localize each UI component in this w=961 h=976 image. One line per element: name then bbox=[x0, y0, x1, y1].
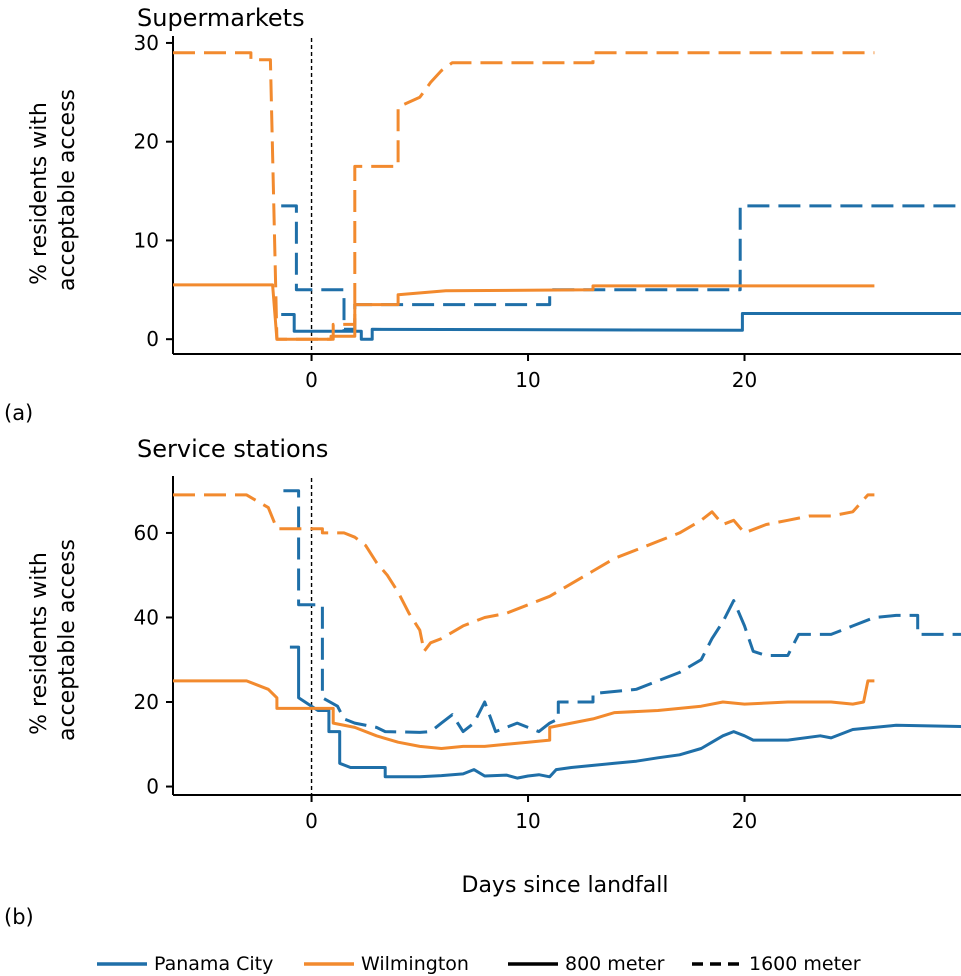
panel-a-ylabel: % residents with acceptable access bbox=[27, 89, 80, 291]
y-tick-label: 60 bbox=[134, 521, 159, 545]
panel-a-ylabel-line-2: acceptable access bbox=[55, 89, 80, 291]
x-tick-label: 0 bbox=[305, 368, 318, 392]
legend-item-800-meter: 800 meter bbox=[508, 953, 665, 975]
x-tick-label: 10 bbox=[515, 368, 540, 392]
legend-label-1600-meter: 1600 meter bbox=[749, 953, 861, 975]
panel-a-plot: 0 10 20 30 0 10 20 bbox=[134, 31, 961, 392]
series-panama-city-800 bbox=[289, 645, 961, 780]
panel-a-label: (a) bbox=[4, 401, 33, 425]
legend: Panama City Wilmington 800 meter 1600 me… bbox=[97, 953, 861, 975]
panel-b-plot: 0 20 40 60 0 10 20 bbox=[134, 476, 961, 833]
legend-item-panama-city: Panama City bbox=[97, 953, 273, 975]
panel-service-stations: Service stations % residents with accept… bbox=[4, 435, 961, 929]
legend-item-1600-meter: 1600 meter bbox=[692, 953, 861, 975]
x-tick-label: 20 bbox=[732, 368, 757, 392]
y-tick-label: 10 bbox=[134, 228, 159, 252]
panel-a-title: Supermarkets bbox=[137, 4, 305, 32]
y-tick-label: 0 bbox=[146, 775, 159, 799]
series-panama-city-1600 bbox=[281, 204, 961, 331]
panel-b-ylabel: % residents with acceptable access bbox=[27, 539, 80, 741]
y-tick-label: 20 bbox=[134, 690, 159, 714]
legend-label-wilmington: Wilmington bbox=[361, 953, 469, 975]
y-tick-label: 0 bbox=[146, 327, 159, 351]
y-tick-label: 40 bbox=[134, 605, 159, 629]
series-wilmington-1600 bbox=[173, 493, 875, 653]
x-tick-label: 10 bbox=[515, 809, 540, 833]
series-wilmington-800 bbox=[173, 679, 875, 750]
series-panama-city-800 bbox=[281, 312, 961, 341]
series-panama-city-1600 bbox=[283, 489, 961, 734]
panel-b-ylabel-line-1: % residents with bbox=[27, 552, 52, 735]
panel-b-label: (b) bbox=[4, 905, 34, 929]
x-tick-label: 0 bbox=[305, 809, 318, 833]
legend-label-panama-city: Panama City bbox=[154, 953, 273, 975]
x-axis-label: Days since landfall bbox=[462, 873, 669, 898]
x-tick-label: 20 bbox=[732, 809, 757, 833]
legend-item-wilmington: Wilmington bbox=[304, 953, 469, 975]
panel-b-title: Service stations bbox=[137, 435, 328, 463]
panel-a-ylabel-line-1: % residents with bbox=[27, 102, 52, 285]
y-tick-label: 20 bbox=[134, 130, 159, 154]
panel-b-ylabel-line-2: acceptable access bbox=[55, 539, 80, 741]
series-wilmington-1600 bbox=[173, 51, 875, 341]
panel-supermarkets: Supermarkets % residents with acceptable… bbox=[4, 4, 961, 425]
legend-label-800-meter: 800 meter bbox=[565, 953, 665, 975]
y-tick-label: 30 bbox=[134, 31, 159, 55]
